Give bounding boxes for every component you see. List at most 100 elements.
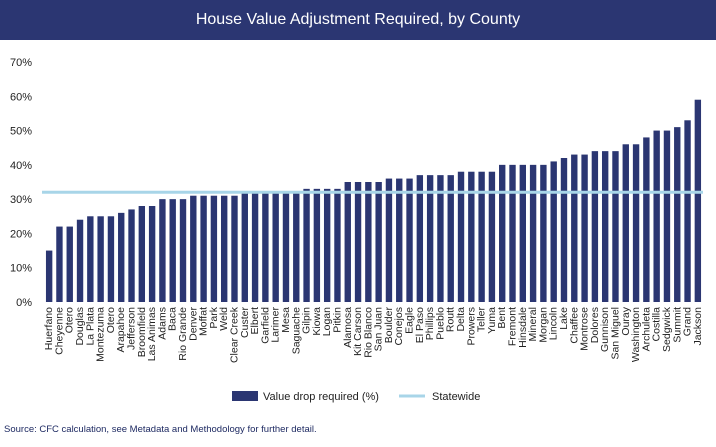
bar xyxy=(128,209,135,302)
bar xyxy=(221,195,228,302)
bar xyxy=(231,195,238,302)
bar xyxy=(323,188,331,302)
x-tick-label: Mesa xyxy=(280,307,292,333)
bar xyxy=(45,250,53,302)
x-tick-label: Montezuma xyxy=(95,307,107,362)
x-tick-label: Jackson xyxy=(692,307,704,346)
x-tick-label: Fremont xyxy=(507,307,519,346)
x-tick-label: Ouray xyxy=(620,306,632,335)
legend-label-value-drop: Value drop required (%) xyxy=(263,391,379,403)
bar xyxy=(663,130,671,302)
bar xyxy=(251,192,259,302)
bar xyxy=(179,199,187,302)
x-tick-label: Boulder xyxy=(383,307,395,344)
bar xyxy=(375,182,382,302)
x-tick-label: Douglas xyxy=(74,307,86,346)
y-tick-label: 40% xyxy=(10,160,32,172)
x-tick-label: Arapahoe xyxy=(115,307,127,353)
x-tick-label: Grand xyxy=(682,307,694,336)
x-tick-label: Gilpin xyxy=(301,307,313,334)
bar xyxy=(169,199,176,302)
x-tick-label: La Plata xyxy=(84,307,96,346)
bar xyxy=(272,192,279,302)
bar xyxy=(601,151,609,302)
x-tick-label: Hinsdale xyxy=(517,307,529,348)
bar xyxy=(354,182,362,302)
bar xyxy=(293,192,300,302)
bar xyxy=(97,216,104,302)
x-tick-label: Conejos xyxy=(393,307,405,346)
bar xyxy=(282,192,290,302)
x-tick-label: Morgan xyxy=(537,307,549,343)
x-tick-label: Jefferson xyxy=(126,307,138,350)
bar xyxy=(190,195,197,302)
x-tick-label: Clear Creek xyxy=(228,306,240,363)
bar xyxy=(643,137,650,302)
bar xyxy=(303,188,310,302)
x-tick-label: Weld xyxy=(218,307,230,331)
bar xyxy=(313,188,321,302)
bar xyxy=(365,182,372,302)
bar xyxy=(159,199,166,302)
y-tick-label: 20% xyxy=(10,228,32,240)
y-tick-label: 0% xyxy=(16,297,32,309)
bar xyxy=(684,120,691,303)
bar xyxy=(138,206,146,302)
x-tick-label: Gunnison xyxy=(599,307,611,352)
bar xyxy=(210,195,218,302)
x-tick-label: Alamosa xyxy=(342,307,354,348)
bar xyxy=(591,151,599,302)
x-tick-label: Moffat xyxy=(198,307,210,336)
bar xyxy=(571,154,578,302)
bar xyxy=(200,195,207,302)
bar xyxy=(437,175,444,302)
y-tick-label: 70% xyxy=(10,57,32,69)
bar xyxy=(560,158,568,302)
bar xyxy=(241,192,248,302)
x-tick-label: Kit Carson xyxy=(352,307,364,356)
bar xyxy=(550,161,557,302)
x-tick-label: Baca xyxy=(167,307,179,331)
y-axis: 0% 10% 20% 30% 40% 50% 60% 70% xyxy=(10,57,32,309)
x-tick-label: San Juan xyxy=(373,307,385,352)
x-tick-label: Delta xyxy=(455,307,467,332)
bar xyxy=(519,164,526,302)
source-note: Source: CFC calculation, see Metadata an… xyxy=(4,424,317,435)
x-tick-label: Prowers xyxy=(465,307,477,346)
x-tick-label: Denver xyxy=(187,307,199,341)
y-tick-label: 10% xyxy=(10,263,32,275)
x-tick-label: Costilla xyxy=(651,307,663,342)
bar xyxy=(674,127,681,303)
y-tick-label: 60% xyxy=(10,91,32,103)
x-tick-label: Huerfano xyxy=(43,307,55,350)
bar xyxy=(416,175,424,302)
x-tick-label: Otero xyxy=(64,307,76,333)
x-tick-label: Park xyxy=(208,306,220,328)
legend-label-statewide: Statewide xyxy=(432,391,480,403)
bar xyxy=(107,216,115,302)
x-tick-label: Bent xyxy=(496,307,508,329)
x-tick-label: Sedgwick xyxy=(661,306,673,352)
x-tick-label: Montrose xyxy=(579,307,591,351)
bar xyxy=(447,175,454,302)
x-tick-label: Eagle xyxy=(404,307,416,334)
bar xyxy=(540,164,547,302)
bar xyxy=(457,171,465,302)
x-tick-label: Rio Grande xyxy=(177,307,189,361)
bar xyxy=(76,219,84,302)
bar xyxy=(529,164,537,302)
bar xyxy=(262,192,269,302)
x-tick-label: Routt xyxy=(445,307,457,332)
x-tick-label: Logan xyxy=(321,307,333,336)
bar xyxy=(118,212,125,302)
x-tick-label: Mineral xyxy=(527,307,539,341)
x-tick-label: El Paso xyxy=(414,307,426,343)
bar xyxy=(694,99,702,302)
bar xyxy=(509,164,516,302)
x-tick-label: Archuleta xyxy=(640,307,652,352)
x-tick-label: Washington xyxy=(630,307,642,362)
bar xyxy=(632,144,640,302)
bar xyxy=(622,144,629,302)
x-tick-label: Phillips xyxy=(424,307,436,340)
